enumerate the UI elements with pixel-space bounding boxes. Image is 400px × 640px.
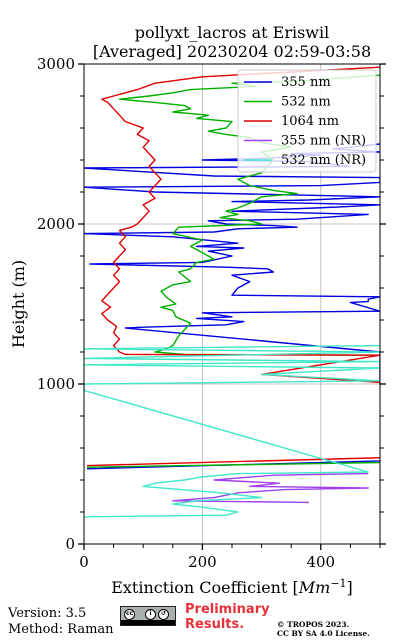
- y-axis-label: Height (m): [9, 260, 28, 348]
- y-tick-label: 3000: [37, 55, 75, 73]
- x-tick-label: 0: [79, 553, 89, 571]
- y-tick-label: 0: [65, 535, 75, 553]
- legend-entry-4: 532 nm (NR): [281, 153, 366, 168]
- series-line-2: [86, 66, 380, 467]
- y-tick-label: 2000: [37, 215, 75, 233]
- preliminary-results-label: Preliminary Results.: [185, 602, 270, 632]
- chart-title: pollyxt_lacros at Eriswil: [135, 23, 329, 42]
- series-line-0: [84, 143, 380, 470]
- prelim-line-1: Preliminary: [185, 602, 270, 617]
- legend-entry-0: 355 nm: [281, 75, 331, 90]
- y-tick-label: 1000: [37, 375, 75, 393]
- copyright-notice: © TROPOS 2023. CC BY SA 4.0 License.: [277, 620, 370, 638]
- cc-icon: cc: [124, 609, 135, 620]
- chart-subtitle: [Averaged] 20230204 02:59-03:58: [93, 42, 371, 61]
- series-line-4: [84, 344, 380, 518]
- x-axis-label: Extinction Coefficient [Mm−1]: [111, 577, 353, 597]
- method-text: Method: Raman: [8, 622, 114, 637]
- legend-entry-2: 1064 nm: [281, 114, 339, 129]
- sa-icon: ↺: [158, 609, 169, 620]
- legend-entry-1: 532 nm: [281, 95, 331, 110]
- series-line-1: [86, 74, 380, 468]
- creative-commons-badge-icon: cc i ↺: [120, 606, 176, 626]
- x-tick-label: 200: [188, 553, 217, 571]
- series-line-3: [172, 472, 369, 504]
- legend: 355 nm 532 nm 1064 nm 355 nm (NR) 532 nm (NR…: [237, 69, 377, 173]
- x-tick-label: 400: [306, 553, 335, 571]
- copyright-line-1: © TROPOS 2023.: [277, 620, 350, 629]
- badge-bar: [121, 620, 175, 625]
- by-icon: i: [145, 609, 156, 620]
- legend-box: [237, 69, 377, 173]
- copyright-line-2: CC BY SA 4.0 License.: [277, 629, 370, 638]
- prelim-line-2: Results.: [185, 617, 245, 632]
- version-text: Version: 3.5: [8, 606, 87, 621]
- legend-entry-3: 355 nm (NR): [281, 134, 366, 149]
